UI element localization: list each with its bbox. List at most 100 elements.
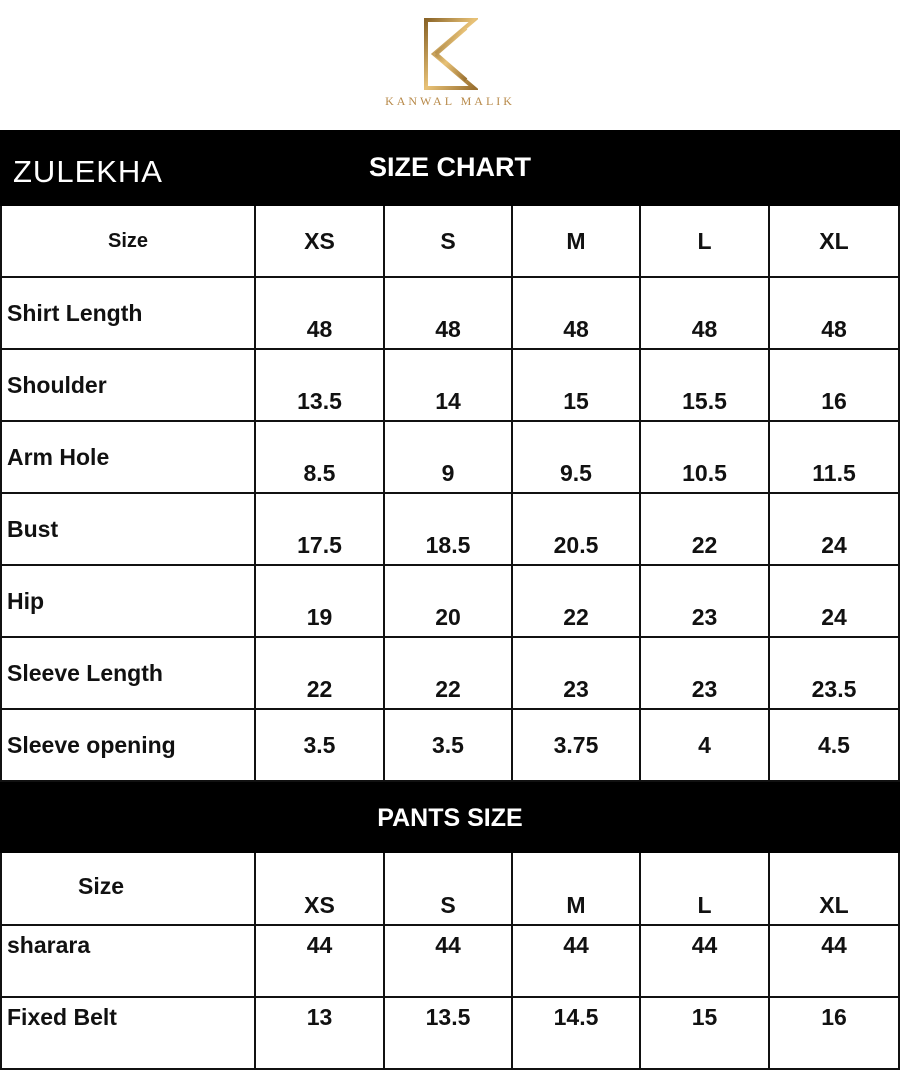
size-col-s-text: S: [440, 227, 456, 254]
table-cell: 22: [641, 494, 770, 566]
row-label-text: Sleeve opening: [7, 731, 176, 758]
table-cell-text: 48: [691, 316, 718, 342]
table-cell-text: 4.5: [818, 731, 850, 758]
table-cell: 18.5: [385, 494, 513, 566]
table-cell-text: 48: [306, 316, 333, 342]
table-cell-text: 13.5: [297, 388, 342, 414]
table-cell-text: 16: [821, 1004, 847, 1030]
table-cell-text: 24: [821, 604, 847, 630]
table-cell: 23.5: [770, 638, 900, 710]
table-cell: 14.5: [513, 998, 641, 1070]
table-cell: 22: [385, 638, 513, 710]
table-cell: 48: [770, 278, 900, 350]
table-cell-text: 20: [435, 604, 461, 630]
table-cell: 9: [385, 422, 513, 494]
row-label-text: Hip: [7, 588, 45, 614]
size-col-xs: XS: [256, 206, 385, 278]
pants-size-col-s-text: S: [440, 892, 456, 918]
size-chart-header: ZULEKHA SIZE CHART: [0, 130, 900, 206]
pants-size-col-xl-text: XL: [819, 892, 849, 918]
table-cell-text: 19: [306, 604, 333, 630]
table-cell: 3.5: [385, 710, 513, 782]
row-label: Hip: [0, 566, 256, 638]
table-cell: 4.5: [770, 710, 900, 782]
table-cell: 23: [641, 566, 770, 638]
table-cell-text: 44: [563, 932, 589, 958]
row-label-text: Bust: [7, 516, 59, 542]
table-cell: 44: [641, 926, 770, 998]
pants-size-col-l: L: [641, 853, 770, 926]
pants-size-col-xl: XL: [770, 853, 900, 926]
size-header-text: Size: [107, 229, 149, 252]
table-cell-text: 14.5: [553, 1004, 599, 1030]
row-label: Bust: [0, 494, 256, 566]
table-cell-text: 44: [691, 932, 718, 958]
row-label-text: Sleeve Length: [7, 660, 163, 686]
row-label-text: Arm Hole: [7, 444, 110, 470]
table-cell: 23: [513, 638, 641, 710]
table-cell: 44: [256, 926, 385, 998]
row-label: sharara: [0, 926, 256, 998]
logo: KANWAL MALIK: [0, 0, 900, 130]
table-cell: 9.5: [513, 422, 641, 494]
row-label-text: Fixed Belt: [7, 1004, 117, 1030]
table-cell: 15: [513, 350, 641, 422]
table-cell: 15.5: [641, 350, 770, 422]
table-cell: 44: [770, 926, 900, 998]
kanwal-malik-logo-icon: [424, 18, 478, 90]
table-cell: 23: [641, 638, 770, 710]
row-label-text: Shoulder: [7, 372, 107, 398]
table-cell-text: 3.75: [553, 731, 599, 758]
table-cell-text: 48: [821, 316, 847, 342]
table-cell-text: 9: [441, 460, 455, 486]
row-label: Fixed Belt: [0, 998, 256, 1070]
table-cell: 20.5: [513, 494, 641, 566]
size-col-s: S: [385, 206, 513, 278]
table-cell: 3.75: [513, 710, 641, 782]
size-col-xl: XL: [770, 206, 900, 278]
size-col-xs-text: XS: [304, 227, 335, 254]
table-cell-text: 4: [698, 731, 711, 758]
table-cell-text: 22: [435, 676, 461, 702]
table-cell-text: 15.5: [682, 388, 727, 414]
table-cell-text: 22: [691, 532, 718, 558]
product-name: ZULEKHA: [13, 154, 163, 189]
row-label: Shirt Length: [0, 278, 256, 350]
table-cell-text: 3.5: [432, 731, 464, 758]
table-cell-text: 48: [435, 316, 461, 342]
pants-size-col-s: S: [385, 853, 513, 926]
table-cell: 13: [256, 998, 385, 1070]
table-cell-text: 17.5: [297, 532, 342, 558]
table-cell-text: 23.5: [811, 676, 857, 702]
table-cell-text: 22: [563, 604, 589, 630]
table-cell-text: 44: [306, 932, 333, 958]
brand-name: KANWAL MALIK: [385, 94, 515, 108]
table-cell: 44: [513, 926, 641, 998]
pants-size-col-m: M: [513, 853, 641, 926]
size-col-xl-text: XL: [819, 227, 849, 254]
row-label: Sleeve Length: [0, 638, 256, 710]
row-label: Arm Hole: [0, 422, 256, 494]
table-cell: 3.5: [256, 710, 385, 782]
pants-size-col-xs: XS: [256, 853, 385, 926]
pants-size-col-xs-text: XS: [304, 892, 335, 918]
table-cell-text: 8.5: [303, 460, 336, 486]
table-cell: 13.5: [256, 350, 385, 422]
table-cell-text: 44: [435, 932, 461, 958]
table-cell-text: 48: [563, 316, 589, 342]
table-cell-text: 16: [821, 388, 847, 414]
pants-title: PANTS SIZE: [377, 804, 523, 832]
table-cell: 8.5: [256, 422, 385, 494]
table-cell: 24: [770, 566, 900, 638]
table-cell: 14: [385, 350, 513, 422]
pants-size-header: PANTS SIZE: [0, 782, 900, 853]
table-cell-text: 9.5: [560, 460, 592, 486]
table-cell: 16: [770, 350, 900, 422]
row-label: Sleeve opening: [0, 710, 256, 782]
table-cell-text: 24: [821, 532, 847, 558]
table-cell: 48: [256, 278, 385, 350]
table-cell: 20: [385, 566, 513, 638]
table-cell: 13.5: [385, 998, 513, 1070]
size-col-m: M: [513, 206, 641, 278]
size-col-m-text: M: [566, 227, 586, 254]
